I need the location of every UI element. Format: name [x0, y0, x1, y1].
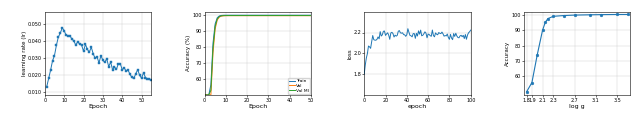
Val	[280, 15, 287, 17]
Train	[307, 14, 315, 16]
Train	[280, 14, 287, 16]
Y-axis label: loss: loss	[348, 48, 352, 59]
Val MI	[224, 15, 232, 16]
Val	[235, 15, 243, 17]
Val MI	[235, 15, 243, 16]
Val MI	[280, 15, 287, 16]
Val MI	[201, 94, 209, 96]
Val	[232, 15, 240, 17]
Val	[305, 15, 313, 17]
Val MI	[305, 15, 313, 16]
Y-axis label: Accuracy (%): Accuracy (%)	[186, 35, 191, 71]
X-axis label: Epoch: Epoch	[248, 104, 268, 109]
Val MI	[232, 15, 240, 16]
Val	[271, 15, 278, 17]
Val	[201, 94, 209, 96]
Train	[305, 14, 313, 16]
Val	[273, 15, 281, 17]
Val	[224, 15, 232, 17]
Train	[235, 14, 243, 16]
Val	[307, 15, 315, 17]
Train	[273, 14, 281, 16]
Y-axis label: Accuracy: Accuracy	[506, 41, 510, 66]
Val MI	[273, 15, 281, 16]
Train	[232, 14, 240, 16]
X-axis label: log g: log g	[570, 104, 585, 109]
Train	[269, 14, 276, 16]
Train	[224, 14, 232, 16]
Legend: Train, Val, Val MI: Train, Val, Val MI	[288, 78, 310, 94]
Train	[201, 94, 209, 96]
X-axis label: epoch: epoch	[408, 104, 427, 109]
Y-axis label: learning rate (lr): learning rate (lr)	[22, 31, 27, 76]
Val MI	[271, 15, 278, 16]
Line: Val MI: Val MI	[205, 16, 311, 95]
Line: Val: Val	[205, 16, 311, 95]
Line: Train: Train	[205, 15, 311, 95]
Val MI	[307, 15, 315, 16]
X-axis label: Epoch: Epoch	[88, 104, 108, 109]
